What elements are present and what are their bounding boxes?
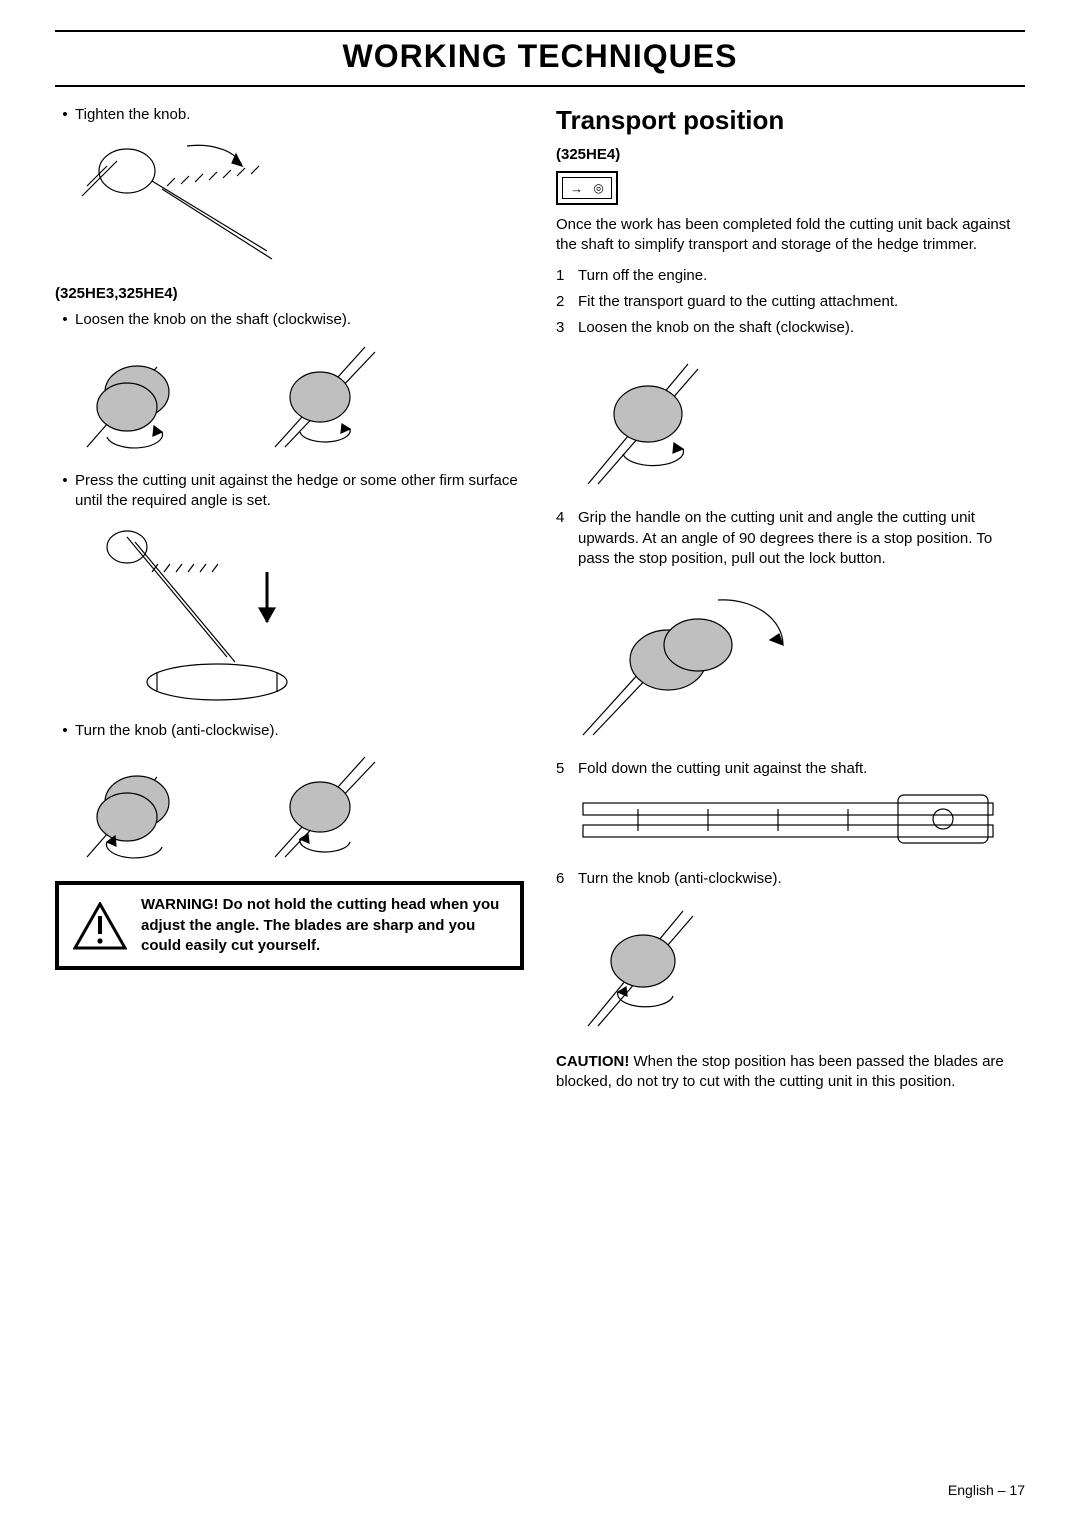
- step-4: 4 Grip the handle on the cutting unit an…: [556, 508, 1025, 569]
- illustration-tighten-knob: [67, 131, 297, 271]
- step-5: 5 Fold down the cutting unit against the…: [556, 759, 1025, 779]
- step-text: Fold down the cutting unit against the s…: [578, 759, 867, 779]
- page-title: WORKING TECHNIQUES: [55, 30, 1025, 87]
- bullet-tighten-knob: • Tighten the knob.: [55, 105, 524, 125]
- target-icon: ◎: [593, 181, 603, 195]
- content-columns: • Tighten the knob. (325HE3,325HE4) • Lo…: [55, 105, 1025, 1092]
- bullet-loosen-knob: • Loosen the knob on the shaft (clockwis…: [55, 310, 524, 330]
- footer-separator: –: [994, 1482, 1010, 1498]
- model-subheading-right: (325HE4): [556, 146, 1025, 163]
- illustration-step3: [568, 344, 738, 494]
- warning-text: WARNING! Do not hold the cutting head wh…: [141, 895, 506, 956]
- step-number: 6: [556, 869, 578, 889]
- bullet-dot-icon: •: [55, 721, 75, 741]
- illustration-step6: [568, 896, 728, 1036]
- transport-heading: Transport position: [556, 105, 1025, 136]
- step-number: 3: [556, 318, 578, 338]
- step-text: Turn off the engine.: [578, 266, 707, 286]
- caution-paragraph: CAUTION! When the stop position has been…: [556, 1052, 1025, 1093]
- illustration-loosen-pair: [67, 337, 524, 457]
- illustration-step5: [578, 785, 998, 855]
- warning-triangle-icon: [73, 902, 127, 950]
- step-number: 1: [556, 266, 578, 286]
- footer-language: English: [948, 1482, 994, 1498]
- intro-paragraph: Once the work has been completed fold th…: [556, 215, 1025, 256]
- step-2: 2 Fit the transport guard to the cutting…: [556, 292, 1025, 312]
- step-1: 1 Turn off the engine.: [556, 266, 1025, 286]
- illustration-anticlockwise-pair: [67, 747, 524, 867]
- manual-reference-icon: → ◎: [556, 171, 618, 205]
- footer-page-number: 17: [1009, 1482, 1025, 1498]
- step-text: Turn the knob (anti-clockwise).: [578, 869, 782, 889]
- bullet-text: Turn the knob (anti-clockwise).: [75, 721, 279, 741]
- model-subheading: (325HE3,325HE4): [55, 285, 524, 302]
- caution-label: CAUTION!: [556, 1053, 629, 1070]
- bullet-text: Press the cutting unit against the hedge…: [75, 471, 524, 512]
- step-6: 6 Turn the knob (anti-clockwise).: [556, 869, 1025, 889]
- step-text: Loosen the knob on the shaft (clockwise)…: [578, 318, 854, 338]
- page-footer: English – 17: [948, 1482, 1025, 1498]
- bullet-press-cutting-unit: • Press the cutting unit against the hed…: [55, 471, 524, 512]
- step-number: 2: [556, 292, 578, 312]
- bullet-dot-icon: •: [55, 310, 75, 330]
- warning-box: WARNING! Do not hold the cutting head wh…: [55, 881, 524, 970]
- left-column: • Tighten the knob. (325HE3,325HE4) • Lo…: [55, 105, 524, 1092]
- right-column: Transport position (325HE4) → ◎ Once the…: [556, 105, 1025, 1092]
- bullet-dot-icon: •: [55, 105, 75, 125]
- step-number: 5: [556, 759, 578, 779]
- illustration-press-hedge: [67, 517, 307, 707]
- step-text: Fit the transport guard to the cutting a…: [578, 292, 898, 312]
- step-number: 4: [556, 508, 578, 528]
- bullet-turn-knob-anti: • Turn the knob (anti-clockwise).: [55, 721, 524, 741]
- bullet-dot-icon: •: [55, 471, 75, 491]
- step-text: Grip the handle on the cutting unit and …: [578, 508, 1025, 569]
- illustration-step4: [568, 575, 808, 745]
- bullet-text: Tighten the knob.: [75, 105, 190, 125]
- step-3: 3 Loosen the knob on the shaft (clockwis…: [556, 318, 1025, 338]
- arrow-right-icon: →: [570, 181, 583, 196]
- bullet-text: Loosen the knob on the shaft (clockwise)…: [75, 310, 351, 330]
